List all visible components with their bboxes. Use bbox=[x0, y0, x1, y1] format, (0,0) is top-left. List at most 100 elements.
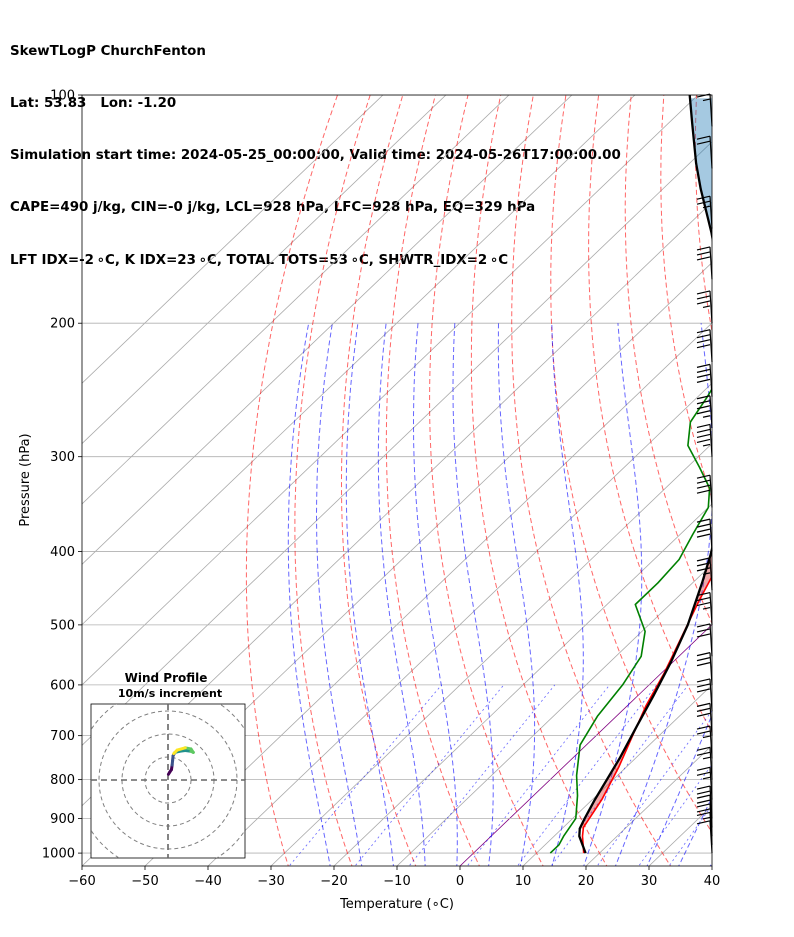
wind-barb bbox=[696, 623, 713, 657]
dry-adiabat bbox=[470, 95, 608, 866]
mixing-ratio-line bbox=[517, 684, 658, 866]
y-tick-label: 200 bbox=[50, 317, 75, 332]
x-tick-label: 40 bbox=[704, 874, 721, 889]
mixing-ratio-line bbox=[408, 684, 556, 866]
hodograph-title: Wind Profile bbox=[125, 671, 208, 685]
isotherm-line bbox=[522, 684, 712, 866]
cape-area bbox=[690, 98, 712, 236]
moist-adiabat bbox=[287, 323, 331, 866]
isotherm-line bbox=[82, 141, 712, 746]
isotherm-line bbox=[270, 443, 712, 866]
isotherm-line bbox=[82, 95, 510, 505]
isotherm-line bbox=[82, 95, 573, 565]
hodograph-subtitle: 10m/s increment bbox=[118, 687, 222, 700]
isotherm-line bbox=[82, 95, 636, 626]
dry-adiabat bbox=[729, 95, 794, 869]
moist-adiabat bbox=[377, 323, 426, 866]
y-tick-label: 100 bbox=[50, 89, 75, 104]
chart-header: SkewTLogP ChurchFenton Lat: 53.83 Lon: -… bbox=[10, 8, 621, 286]
moist-adiabat bbox=[583, 323, 643, 866]
dry-adiabat bbox=[245, 95, 338, 866]
isotherm-line bbox=[207, 382, 712, 866]
moist-adiabat bbox=[452, 323, 494, 866]
x-axis-label: Temperature (∘C) bbox=[339, 897, 454, 912]
wind-barb bbox=[696, 395, 713, 429]
isotherm-line bbox=[711, 865, 712, 866]
y-tick-label: 800 bbox=[50, 773, 75, 788]
location-line: Lat: 53.83 Lon: -1.20 bbox=[10, 96, 177, 112]
dry-adiabat bbox=[762, 95, 794, 869]
profile-lines bbox=[549, 95, 712, 854]
y-tick-label: 900 bbox=[50, 812, 75, 827]
moist-adiabat bbox=[678, 796, 712, 866]
x-tick-label: 20 bbox=[578, 874, 595, 889]
isotherm-line bbox=[396, 563, 712, 866]
wind-barb bbox=[696, 557, 713, 591]
cin-area bbox=[579, 548, 712, 829]
x-tick-label: 0 bbox=[456, 874, 464, 889]
dry-adiabat bbox=[294, 95, 371, 866]
wind-barb bbox=[696, 423, 713, 457]
isotherm-line bbox=[648, 805, 712, 866]
mixing-ratio-line bbox=[638, 763, 712, 866]
isotherm-line bbox=[82, 95, 447, 445]
dry-adiabat bbox=[429, 95, 544, 866]
mixing-ratio-line bbox=[354, 684, 505, 866]
axis-ticks: −60 −50 −40 −30 −20 −10 0 10 20 30 40 100 200 300 400 5… bbox=[42, 89, 720, 890]
x-tick-label: −60 bbox=[68, 874, 95, 889]
y-axis-label: Pressure (hPa) bbox=[18, 433, 33, 526]
dry-adiabat bbox=[660, 95, 712, 500]
mixing-ratio-line bbox=[550, 684, 689, 866]
wind-barb bbox=[696, 474, 713, 508]
moist-adiabat bbox=[709, 861, 712, 866]
x-tick-label: −40 bbox=[194, 874, 221, 889]
x-tick-label: 30 bbox=[641, 874, 658, 889]
chart-title: SkewTLogP ChurchFenton bbox=[10, 43, 206, 59]
isotherm-line bbox=[585, 744, 712, 866]
isotherm-line bbox=[333, 503, 712, 866]
x-tick-label: −50 bbox=[131, 874, 158, 889]
moist-adiabat bbox=[413, 323, 458, 866]
hodograph-inset: Wind Profile 10m/s increment bbox=[90, 671, 246, 859]
wind-barb bbox=[696, 820, 713, 854]
y-tick-label: 300 bbox=[50, 450, 75, 465]
y-tick-label: 400 bbox=[50, 545, 75, 560]
dry-adiabat bbox=[385, 95, 480, 866]
temperature-profile-line bbox=[581, 574, 712, 854]
times-line: Simulation start time: 2024-05-25_00:00:… bbox=[10, 148, 621, 164]
cape-cin-fills bbox=[579, 98, 712, 829]
x-tick-label: −20 bbox=[320, 874, 347, 889]
y-tick-label: 600 bbox=[50, 678, 75, 693]
dry-adiabat bbox=[511, 95, 672, 866]
wind-barb bbox=[696, 329, 713, 363]
moist-adiabat bbox=[646, 713, 712, 866]
y-tick-label: 500 bbox=[50, 618, 75, 633]
isotherm-line bbox=[144, 322, 712, 866]
y-tick-label: 700 bbox=[50, 729, 75, 744]
stability-params-line: CAPE=490 j/kg, CIN=-0 j/kg, LCL=928 hPa,… bbox=[10, 200, 536, 216]
moist-adiabat bbox=[497, 323, 536, 866]
y-tick-label: 1000 bbox=[42, 847, 75, 862]
mixing-ratio-line bbox=[466, 684, 610, 866]
mixing-ratio-line bbox=[288, 684, 442, 866]
moist-adiabat bbox=[345, 323, 394, 866]
background-lines bbox=[82, 95, 794, 869]
x-tick-label: −30 bbox=[257, 874, 284, 889]
x-tick-label: −10 bbox=[383, 874, 410, 889]
dewpoint-profile-line bbox=[549, 387, 712, 854]
moist-adiabat bbox=[316, 323, 363, 866]
dry-adiabat bbox=[341, 95, 417, 866]
moist-adiabat bbox=[614, 323, 712, 866]
moist-adiabat bbox=[551, 323, 584, 866]
dry-adiabat bbox=[550, 95, 712, 834]
hodograph-segment bbox=[172, 748, 179, 756]
isotherm-line bbox=[459, 624, 712, 866]
mixing-ratio-line bbox=[596, 710, 712, 866]
isotherm-line bbox=[82, 95, 384, 384]
dry-adiabat bbox=[624, 95, 712, 625]
wind-barbs bbox=[696, 93, 713, 854]
dry-adiabat bbox=[588, 95, 712, 734]
x-tick-label: 10 bbox=[515, 874, 532, 889]
parcel-profile-line bbox=[578, 95, 712, 854]
